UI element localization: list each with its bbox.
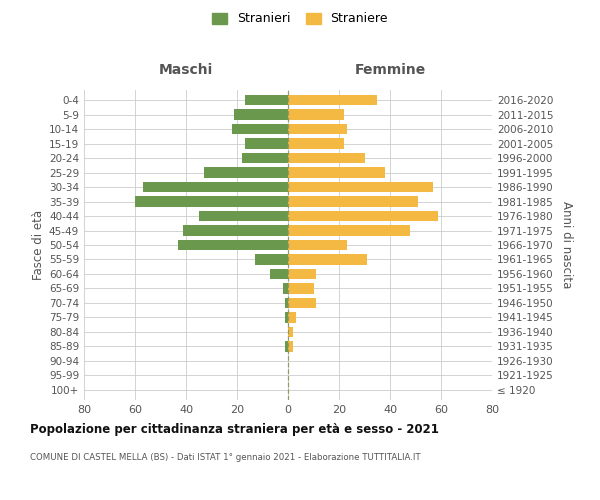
Bar (232, 124, 288, 134)
Bar (286, 312, 288, 322)
Bar (199, 211, 288, 221)
Bar (245, 95, 288, 106)
Text: Popolazione per cittadinanza straniera per età e sesso - 2021: Popolazione per cittadinanza straniera p… (30, 422, 439, 436)
Bar (288, 312, 296, 322)
Legend: Stranieri, Straniere: Stranieri, Straniere (208, 8, 392, 29)
Bar (178, 240, 288, 250)
Bar (288, 196, 418, 207)
Bar (255, 254, 288, 264)
Y-axis label: Anni di nascita: Anni di nascita (560, 202, 573, 288)
Bar (288, 182, 433, 192)
Text: COMUNE DI CASTEL MELLA (BS) - Dati ISTAT 1° gennaio 2021 - Elaborazione TUTTITAL: COMUNE DI CASTEL MELLA (BS) - Dati ISTAT… (30, 452, 421, 462)
Bar (288, 168, 385, 178)
Bar (288, 341, 293, 351)
Bar (288, 124, 347, 134)
Bar (270, 269, 288, 279)
Bar (286, 341, 288, 351)
Bar (288, 138, 344, 149)
Bar (235, 110, 288, 120)
Bar (184, 226, 288, 235)
Bar (288, 153, 365, 164)
Bar (143, 182, 288, 192)
Bar (288, 226, 410, 235)
Bar (288, 283, 314, 294)
Bar (283, 283, 288, 294)
Bar (288, 254, 367, 264)
Text: Maschi: Maschi (159, 64, 213, 78)
Bar (288, 95, 377, 106)
Bar (288, 298, 316, 308)
Bar (288, 240, 347, 250)
Bar (245, 138, 288, 149)
Y-axis label: Fasce di età: Fasce di età (32, 210, 45, 280)
Bar (135, 196, 288, 207)
Text: Femmine: Femmine (355, 64, 425, 78)
Bar (242, 153, 288, 164)
Bar (286, 298, 288, 308)
Bar (204, 168, 288, 178)
Bar (288, 211, 439, 221)
Bar (288, 269, 316, 279)
Bar (288, 110, 344, 120)
Bar (288, 326, 293, 337)
